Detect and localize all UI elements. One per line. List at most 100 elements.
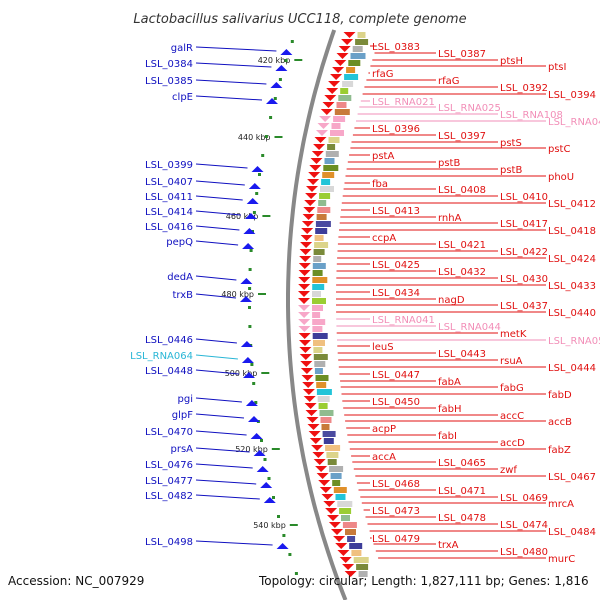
gene-label-right: LSL_0478 <box>438 513 486 524</box>
reverse-gene-arrow <box>301 221 314 227</box>
reverse-gene-arrow <box>298 298 310 304</box>
gene-block <box>320 186 334 192</box>
gene-block <box>332 480 341 486</box>
reverse-gene-arrow <box>308 431 321 437</box>
reverse-gene-arrow <box>306 417 319 423</box>
gene-block <box>333 487 347 493</box>
gene-label-left: LSL_0399 <box>145 160 193 171</box>
position-dot <box>294 572 298 575</box>
reverse-gene-arrow <box>298 291 310 297</box>
gene-block <box>340 88 349 94</box>
forward-gene-arrow <box>245 400 258 406</box>
gene-label-right: LSL_RNA040 <box>548 117 600 128</box>
gene-label-left: LSL_0476 <box>145 460 193 471</box>
gene-block <box>315 221 331 227</box>
kbp-tick-label: 460 kbp <box>226 212 259 221</box>
reverse-gene-arrow <box>328 522 341 528</box>
leader-line <box>195 369 240 375</box>
gene-label-right: fabD <box>548 390 572 401</box>
gene-label-right: pstB <box>438 158 460 169</box>
gene-label-right: LSL_0433 <box>548 281 596 292</box>
forward-gene-arrow <box>266 98 278 104</box>
leader-line <box>195 354 238 360</box>
gene-label-right: LSL_0421 <box>438 240 486 251</box>
leader-line <box>195 540 273 546</box>
gene-label-right: leuS <box>372 342 394 353</box>
forward-gene-arrow <box>240 278 253 284</box>
gene-block <box>323 438 334 444</box>
gene-label-right: LSL_0412 <box>548 199 596 210</box>
forward-gene-arrow <box>240 296 252 302</box>
gene-label-right: LSL_0440 <box>548 308 596 319</box>
gene-block <box>345 529 356 535</box>
gene-label-right: LSL_0408 <box>438 185 486 196</box>
reverse-gene-arrow <box>299 340 311 346</box>
kbp-tick-label: 520 kbp <box>235 445 268 454</box>
gene-label-right: LSL_0430 <box>500 274 548 285</box>
gene-block <box>324 158 335 164</box>
gene-label-right: ptsH <box>500 56 523 67</box>
gene-label-right: LSL_0432 <box>438 267 486 278</box>
reverse-gene-arrow <box>307 179 320 185</box>
kbp-tick-label: 500 kbp <box>225 369 258 378</box>
gene-block <box>331 123 341 129</box>
gene-block <box>322 431 336 437</box>
gene-block <box>319 410 334 416</box>
gene-label-left: LSL_0482 <box>145 491 193 502</box>
leader-line <box>195 180 245 186</box>
gene-label-left: dedA <box>167 272 193 283</box>
accession-text: Accession: NC_007929 <box>8 574 144 588</box>
gene-label-left: LSL_0411 <box>145 192 193 203</box>
position-dot <box>249 249 253 252</box>
reverse-gene-arrow <box>302 389 315 395</box>
gene-label-right: LSL_0417 <box>500 219 548 230</box>
topology-text: Topology: circular; Length: 1,827,111 bp… <box>258 574 589 588</box>
reverse-gene-arrow <box>298 284 311 290</box>
gene-block <box>313 340 325 346</box>
gene-block <box>315 375 329 381</box>
gene-label-right: accA <box>372 452 396 463</box>
reverse-gene-arrow <box>303 396 316 402</box>
reverse-gene-arrow <box>339 557 352 563</box>
gene-label-right: fabZ <box>548 445 571 456</box>
leader-line <box>195 463 253 469</box>
gene-label-right: LSL_RNA025 <box>438 103 501 114</box>
gene-label-right: LSL_0469 <box>500 493 548 504</box>
reverse-gene-arrow <box>312 452 325 458</box>
reverse-gene-arrow <box>300 368 313 374</box>
reverse-gene-arrow <box>335 543 348 549</box>
reverse-gene-arrow <box>308 172 321 178</box>
gene-label-right: LSL_0425 <box>372 260 420 271</box>
reverse-gene-arrow <box>300 235 313 241</box>
gene-label-right: zwf <box>500 465 517 476</box>
gene-label-left: LSL_RNA064 <box>130 351 193 362</box>
gene-label-right: fabH <box>438 404 462 415</box>
leader-line <box>195 413 245 419</box>
gene-block <box>313 256 322 262</box>
reverse-gene-arrow <box>318 480 331 486</box>
reverse-gene-arrow <box>316 473 329 479</box>
position-dot <box>248 268 252 271</box>
gene-label-left: LSL_0407 <box>145 177 193 188</box>
gene-label-right: LSL_0397 <box>438 131 486 142</box>
gene-label-right: LSL_0480 <box>500 547 548 558</box>
forward-gene-arrow <box>244 213 257 219</box>
gene-block <box>321 179 331 185</box>
forward-gene-arrow <box>270 82 283 88</box>
position-dot <box>282 534 286 537</box>
reverse-gene-arrow <box>301 375 314 381</box>
position-dot <box>258 173 261 176</box>
gene-label-left: pgi <box>178 394 193 405</box>
reverse-gene-arrow <box>300 361 313 367</box>
reverse-gene-arrow <box>298 326 311 332</box>
gene-label-right: acpP <box>372 424 396 435</box>
gene-label-right: fabG <box>500 383 524 394</box>
gene-label-left: LSL_0470 <box>145 427 193 438</box>
gene-block <box>356 564 369 570</box>
gene-block <box>313 347 323 353</box>
position-dot <box>272 496 275 499</box>
leader-line <box>195 79 267 85</box>
gene-block <box>353 557 369 563</box>
leader-line <box>195 430 247 436</box>
position-dot <box>263 458 267 461</box>
